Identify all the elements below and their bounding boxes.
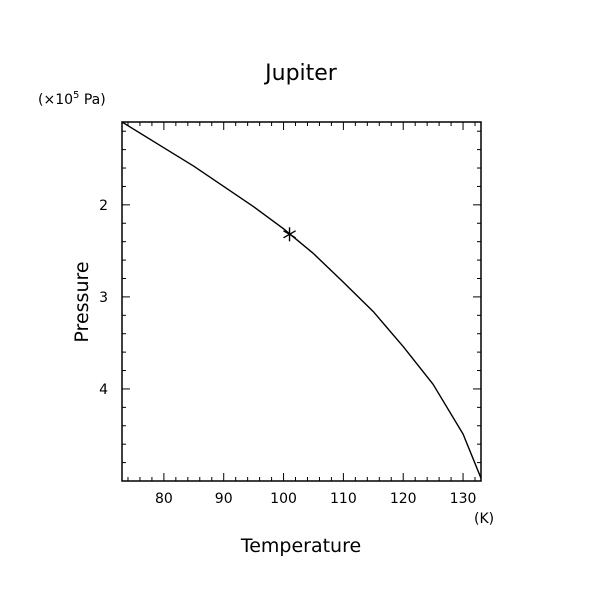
x-tick-label: 110 [330, 491, 357, 507]
y-unit: (×105 Pa) [38, 90, 106, 108]
x-axis-label: Temperature [240, 535, 361, 557]
chart-title: Jupiter [263, 61, 338, 86]
marker-layer [283, 227, 296, 242]
plot-area: 80 90 100 110 120 130 2 3 4 [99, 121, 482, 507]
y-unit-exp: 5 [73, 90, 79, 101]
x-tick-label: 90 [215, 491, 233, 507]
x-tick-label: 130 [450, 491, 477, 507]
y-unit-suffix: Pa) [79, 92, 105, 108]
y-tick-label: 4 [99, 382, 108, 398]
y-axis-label: Pressure [71, 261, 93, 342]
asterisk-marker [283, 227, 296, 242]
axis-ticks [122, 122, 481, 482]
x-tick-label: 100 [270, 491, 297, 507]
x-tick-label: 120 [390, 491, 417, 507]
y-tick-label: 3 [99, 290, 108, 306]
y-unit-prefix: (×10 [38, 92, 73, 108]
series-layer [121, 121, 482, 479]
y-tick-label: 2 [99, 198, 108, 214]
tick-labels: 80 90 100 110 120 130 2 3 4 [99, 198, 476, 507]
plot-frame [121, 121, 482, 482]
x-unit: (K) [474, 511, 494, 527]
x-tick-label: 80 [155, 491, 173, 507]
series-line-0 [121, 121, 482, 479]
